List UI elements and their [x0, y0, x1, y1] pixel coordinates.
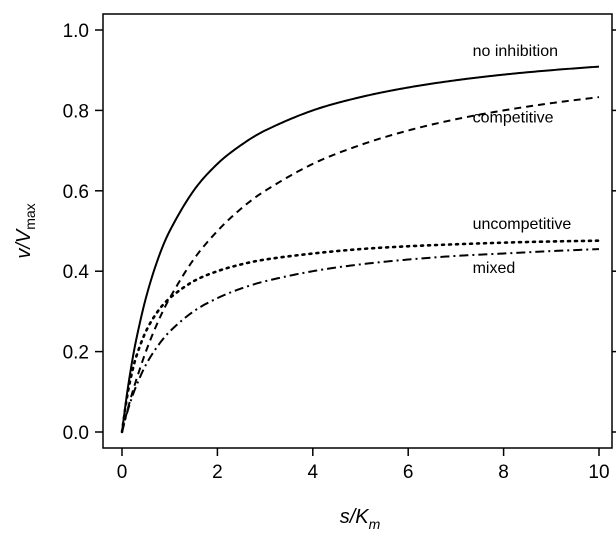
series-label-no-inhibition: no inhibition — [473, 43, 558, 60]
x-tick-label: 8 — [498, 462, 509, 483]
y-axis-title: v/Vmax — [13, 203, 38, 258]
series-line-no-inhibition — [121, 65, 600, 433]
x-tick-label: 4 — [308, 462, 319, 483]
series-labels: no inhibition competitive uncompetitive mix… — [473, 43, 572, 277]
x-axis: 0 2 4 6 8 10 — [117, 448, 610, 483]
x-tick-label: 2 — [212, 462, 223, 483]
series-layer — [120, 65, 601, 434]
series-label-uncompetitive: uncompetitive — [473, 216, 572, 233]
y-axis-title-sub: max — [22, 203, 38, 229]
y-tick-label: 0.6 — [63, 182, 89, 203]
series-line-competitive — [121, 96, 600, 433]
plot-frame — [102, 13, 613, 449]
y-tick-label: 0.8 — [63, 101, 89, 122]
y-tick-label: 1.0 — [63, 21, 89, 42]
x-tick-label: 0 — [117, 462, 128, 483]
series-line-mixed — [121, 248, 600, 433]
x-tick-label: 6 — [403, 462, 414, 483]
y-tick-label: 0.2 — [63, 343, 89, 364]
y-tick-label: 0.0 — [63, 423, 89, 444]
x-axis-title-main: s/K — [340, 506, 371, 528]
y-axis: 0.0 0.2 0.4 0.6 0.8 1.0 — [63, 21, 616, 444]
series-line-uncompetitive — [120, 239, 601, 434]
y-tick-label: 0.4 — [63, 262, 90, 283]
x-axis-title-sub: m — [369, 516, 381, 532]
x-axis-title: s/Km — [340, 506, 381, 532]
y-axis-title-main: v/V — [13, 228, 35, 259]
series-label-mixed: mixed — [473, 260, 516, 277]
series-label-competitive: competitive — [473, 109, 554, 126]
x-tick-label: 10 — [588, 462, 609, 483]
